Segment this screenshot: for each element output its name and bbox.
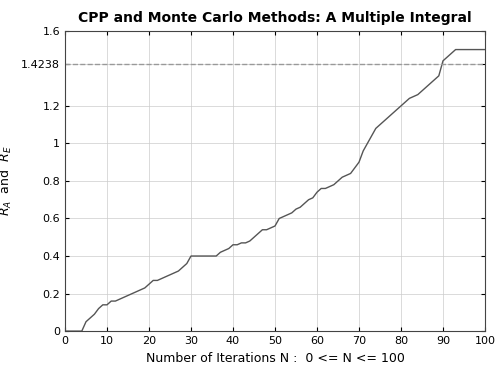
Y-axis label: $R_A$  and  $R_E$: $R_A$ and $R_E$: [0, 146, 14, 216]
Title: CPP and Monte Carlo Methods: A Multiple Integral: CPP and Monte Carlo Methods: A Multiple …: [78, 12, 472, 25]
X-axis label: Number of Iterations N :  0 <= N <= 100: Number of Iterations N : 0 <= N <= 100: [146, 352, 404, 365]
